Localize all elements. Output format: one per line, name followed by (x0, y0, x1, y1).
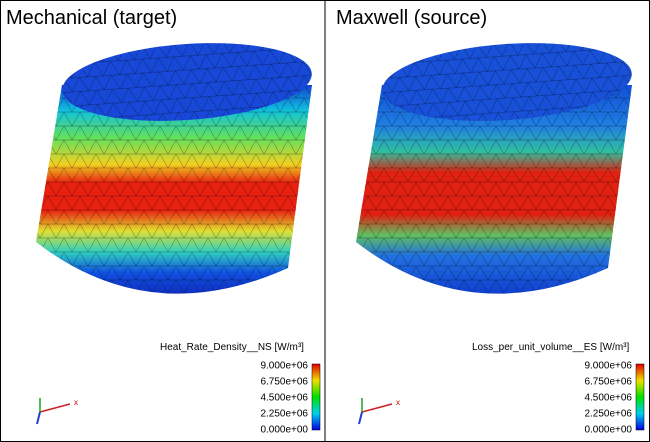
legend-tick: 4.500e+06 (260, 393, 308, 404)
legend-tick: 9.000e+06 (260, 361, 308, 372)
mesh (62, 43, 312, 121)
mesh (382, 43, 632, 121)
legend-tick: 2.250e+06 (584, 409, 632, 420)
legend-tick: 9.000e+06 (584, 361, 632, 372)
legend-tick: 0.000e+00 (584, 425, 632, 436)
mesh (356, 85, 632, 294)
legend-tick: 2.250e+06 (260, 409, 308, 420)
axis-label: x (396, 398, 400, 407)
panel: Maxwell (source) Loss_per_unit_volume__E… (336, 7, 645, 436)
legend-tick: 4.500e+06 (584, 393, 632, 404)
legend-tick: 0.000e+00 (260, 425, 308, 436)
panel-title: Mechanical (target) (6, 7, 177, 29)
axis-label: x (74, 398, 78, 407)
legend-tick: 6.750e+06 (260, 377, 308, 388)
panel: Mechanical (target) Heat_Rate_Density__N… (6, 7, 321, 436)
color-bar (311, 363, 321, 431)
mesh (36, 85, 312, 294)
color-bar (635, 363, 645, 431)
legend-title: Loss_per_unit_volume__ES [W/m³] (472, 342, 630, 353)
legend-title: Heat_Rate_Density__NS [W/m³] (160, 342, 304, 353)
axis-triad: x (358, 398, 400, 425)
panel-title: Maxwell (source) (336, 7, 487, 29)
axis-triad: x (36, 398, 78, 425)
legend-tick: 6.750e+06 (584, 377, 632, 388)
